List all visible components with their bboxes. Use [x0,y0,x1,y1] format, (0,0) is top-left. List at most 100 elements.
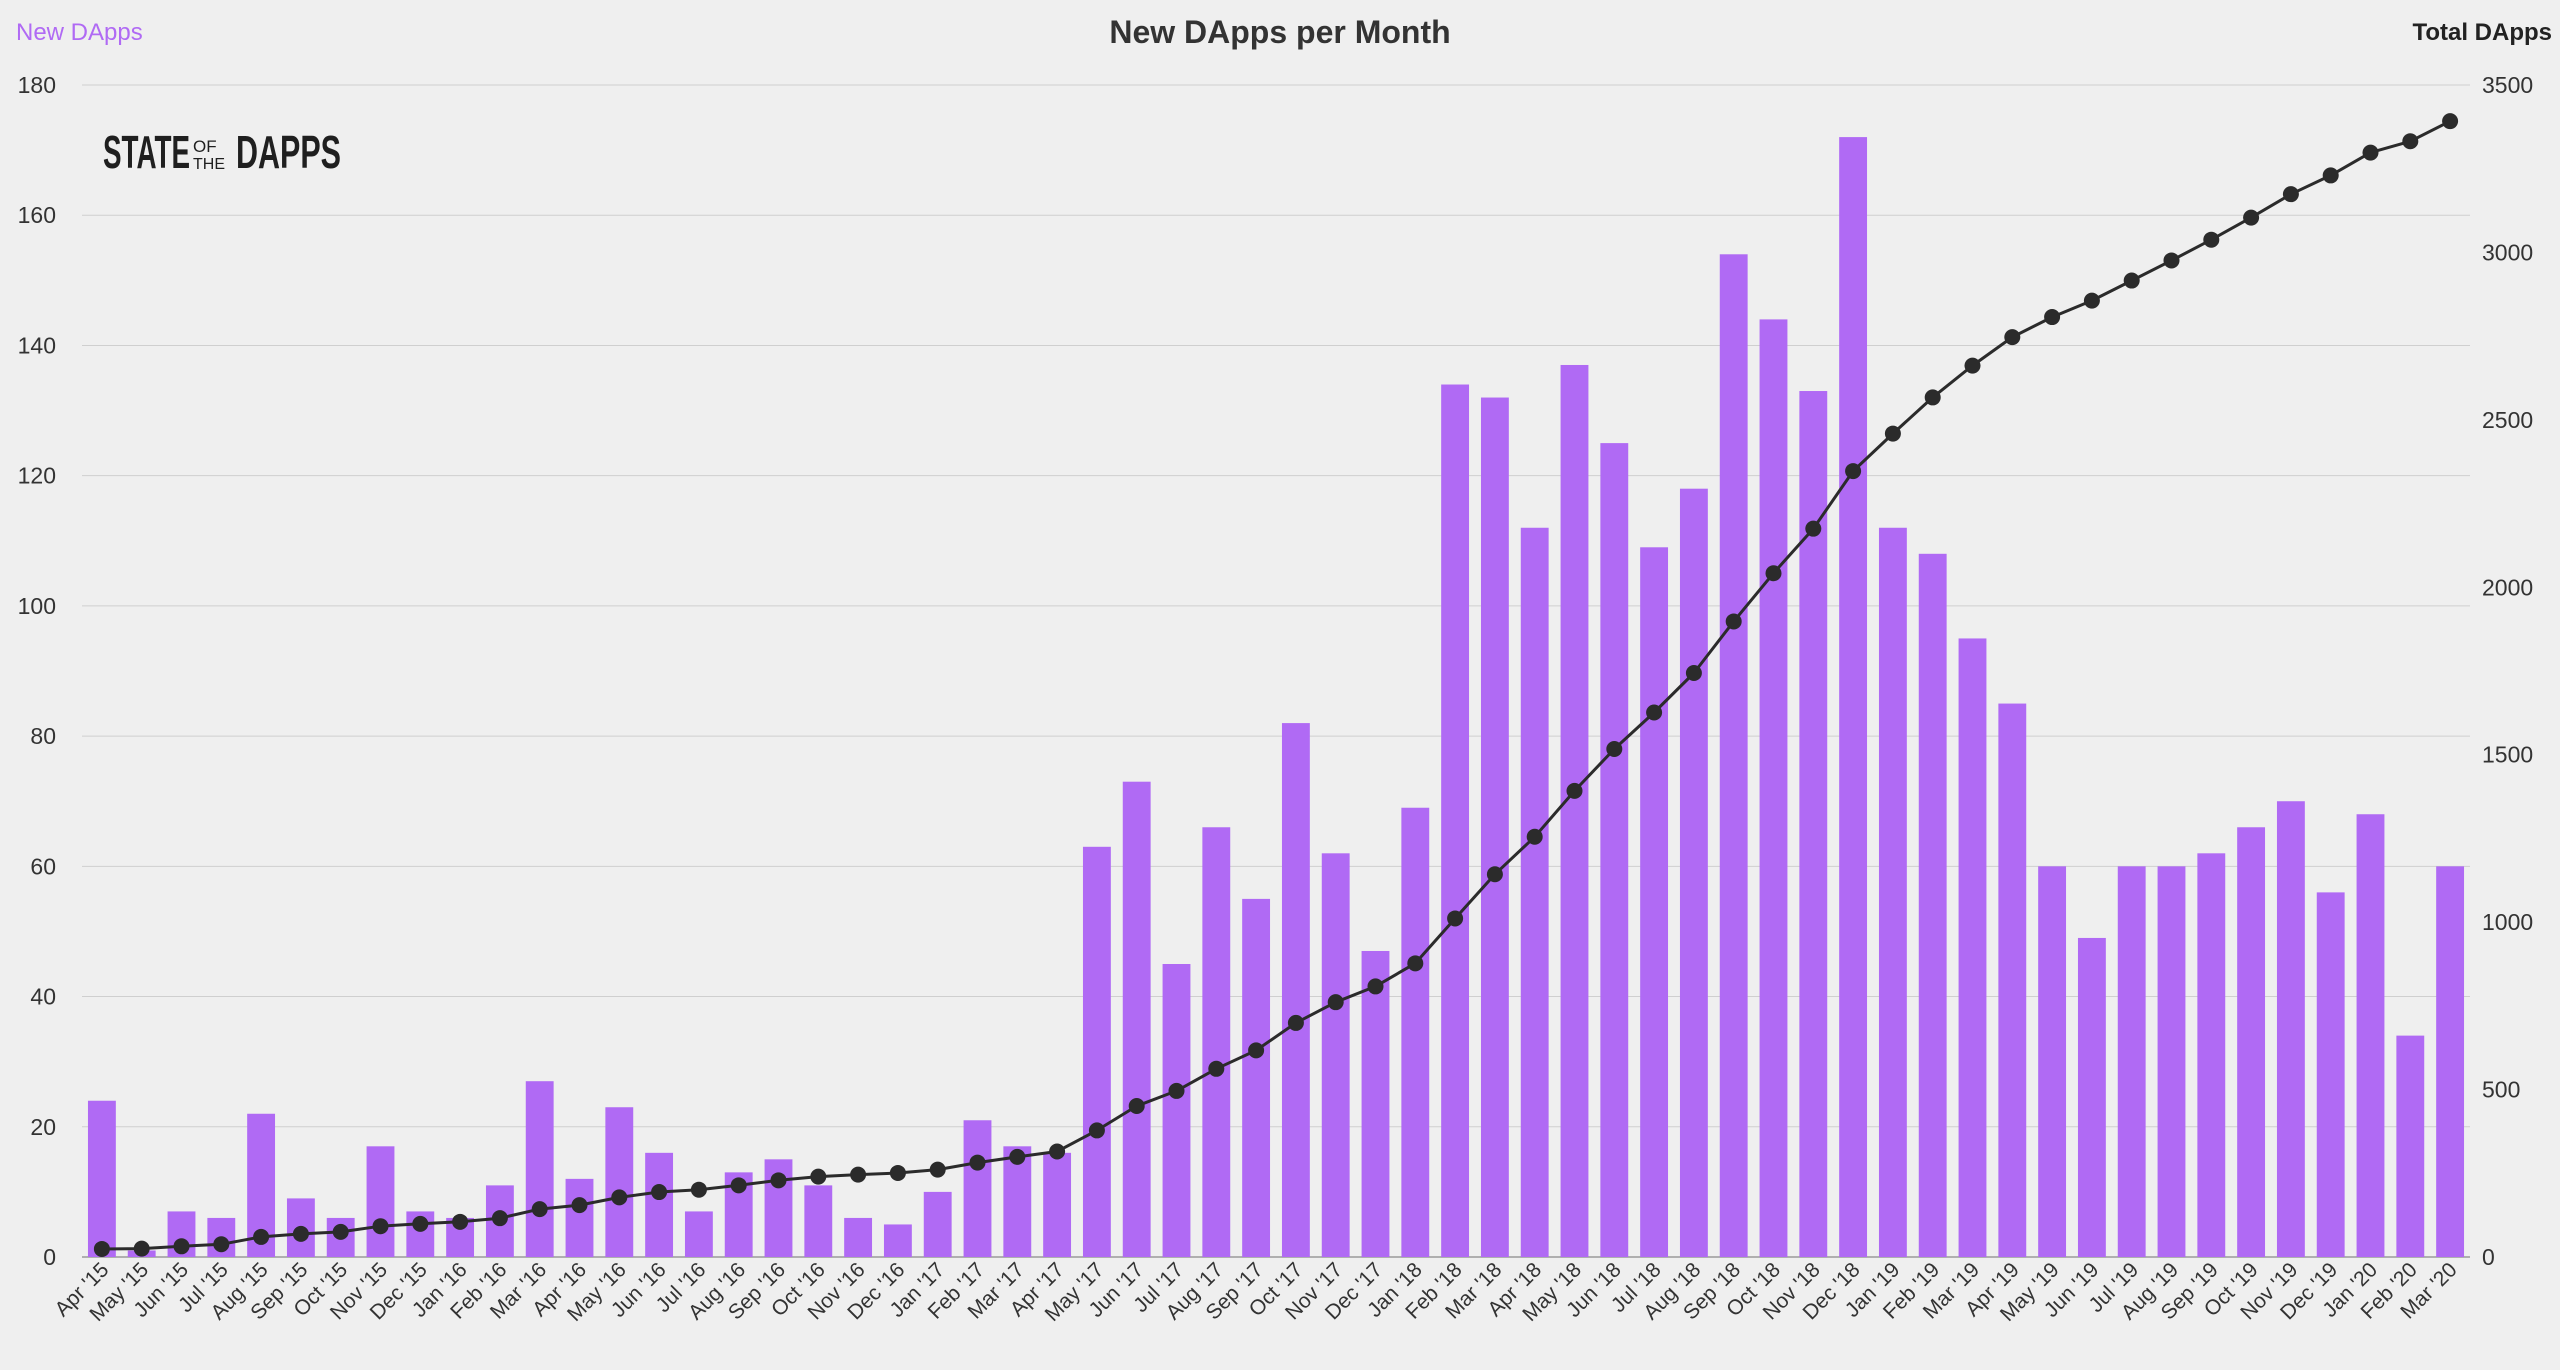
line-point [889,1164,906,1181]
line-point [332,1223,349,1240]
line-point [2163,252,2180,269]
line-point [850,1166,867,1183]
line-point [929,1161,946,1178]
bar [2197,853,2226,1257]
y-right-tick-label: 1500 [2482,742,2533,768]
logo-text-state: STATE [103,126,190,178]
line-point [1964,357,1981,374]
bar [2117,866,2146,1257]
bar [1281,723,1310,1257]
bar [804,1185,833,1257]
bar [1480,397,1509,1257]
line-point [1606,741,1623,758]
bar [2396,1035,2425,1257]
line-point [651,1184,668,1201]
bar [2237,827,2266,1257]
bar [2157,866,2186,1257]
y-left-tick-label: 0 [43,1244,56,1270]
line-point [1128,1097,1145,1114]
bar [1918,553,1947,1257]
chart-title: New DApps per Month [1109,14,1450,50]
line-point [969,1154,986,1171]
line-point [412,1215,429,1232]
line-point [810,1168,827,1185]
bar [87,1100,116,1257]
bar [565,1178,594,1257]
line-point [1526,828,1543,845]
logo-text-the: THE [193,156,225,173]
line-point [452,1213,469,1230]
line-point [571,1197,588,1214]
bar [1759,319,1788,1257]
logo-text-of: OF [193,137,217,156]
line-point [1248,1042,1265,1059]
bar [1202,827,1231,1257]
bar [2038,866,2067,1257]
line-point [2243,209,2260,226]
bar [883,1224,912,1257]
line-point [1168,1082,1185,1099]
bar [605,1107,634,1257]
line-point [1287,1014,1304,1031]
line-point [1447,910,1464,927]
bar [2436,866,2465,1257]
line-point [2402,133,2419,150]
line-point [1725,613,1742,630]
line-point [2044,309,2061,326]
y-left-tick-label: 100 [18,593,56,619]
bar [2356,814,2385,1257]
logo-text-dapps: DAPPS [236,126,341,178]
bar [684,1211,713,1257]
left-axis-title: New DApps [16,19,143,46]
y-left-tick-label: 120 [18,463,56,489]
line-point [2282,186,2299,203]
bar [1361,950,1390,1257]
bar [1640,547,1669,1257]
bar [1839,137,1868,1258]
y-left-tick-label: 60 [30,853,56,879]
y-right-tick-label: 1000 [2482,909,2533,935]
line-point [173,1238,190,1255]
y-right-tick-label: 2500 [2482,407,2533,433]
y-right-tick-label: 3000 [2482,239,2533,265]
line-point [2362,144,2379,161]
y-left-tick-label: 80 [30,723,56,749]
line-point [1646,704,1663,721]
bar [1082,846,1111,1257]
bar [2077,937,2106,1257]
line-point [1765,565,1782,582]
line-point [2004,329,2021,346]
bar [1162,964,1191,1257]
bar [1560,364,1589,1257]
line-point [1049,1143,1066,1160]
bar [1043,1152,1072,1257]
line-point [1884,425,1901,442]
bar [1719,254,1748,1258]
bar [1122,781,1151,1257]
right-axis-title: Total DApps [2412,19,2552,46]
y-left-tick-label: 160 [18,202,56,228]
bar [2276,801,2305,1257]
y-right-tick-label: 500 [2482,1077,2520,1103]
line-point [770,1172,787,1189]
bar [1401,807,1430,1257]
line-point [1088,1122,1105,1139]
y-left-tick-label: 180 [18,72,56,98]
line-point [1924,389,1941,406]
bar [1321,853,1350,1257]
line-point [1327,994,1344,1011]
line-point [93,1240,110,1257]
bar [1998,703,2027,1257]
line-point [2123,272,2140,289]
line-point [491,1210,508,1227]
line-point [730,1177,747,1194]
line-point [1208,1060,1225,1077]
y-right-tick-label: 2000 [2482,574,2533,600]
line-point [292,1225,309,1242]
y-left-tick-label: 20 [30,1114,56,1140]
state-of-the-dapps-logo: STATE OF THE DAPPS [103,126,341,178]
bar [1441,384,1470,1257]
line-point [1566,782,1583,799]
line-point [253,1228,270,1245]
